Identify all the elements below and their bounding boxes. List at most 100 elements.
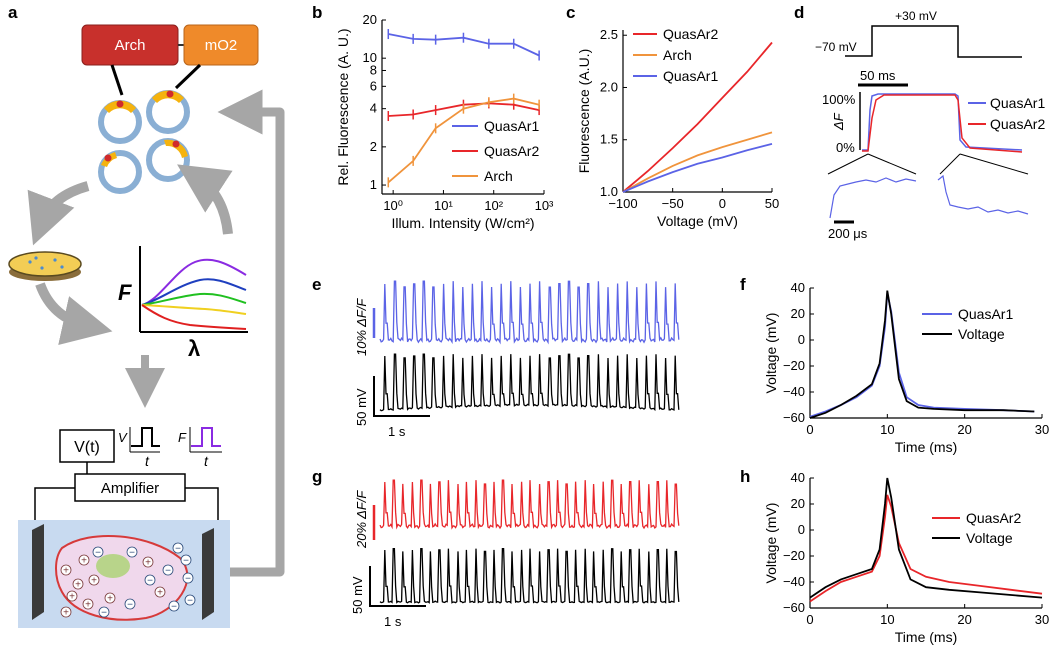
- y-tick-label-f: 20: [791, 306, 805, 321]
- y-tick-label-c: 1.5: [600, 132, 618, 147]
- spectra-axis-lambda: λ: [188, 336, 200, 361]
- fluor-scale-label-e: 10% ΔF/F: [354, 298, 369, 356]
- panel-label-a: a: [8, 3, 18, 22]
- x-tick-label-f: 0: [806, 422, 813, 437]
- cation-marker: [82, 598, 94, 610]
- y-tick-label-b: 6: [370, 78, 377, 93]
- amplifier-box: [74, 473, 186, 502]
- voltage-time-scale-bar-e: [373, 376, 430, 417]
- cation-marker: [78, 554, 90, 566]
- vt-label: V(t): [74, 439, 100, 456]
- cation-sign: +: [91, 576, 97, 587]
- x-tick-label-h: 20: [957, 612, 971, 627]
- y-tick-label-h: 0: [798, 522, 805, 537]
- y-tick-label-b: 4: [370, 101, 377, 116]
- y-tick-label-h: 20: [791, 496, 805, 511]
- quasar1-rise-zoom: [829, 177, 917, 219]
- x-tick-label-b: 10²: [484, 198, 503, 213]
- holding-voltage-label: −70 mV: [815, 40, 857, 54]
- legend-entry-quasar2: QuasAr2: [966, 510, 1021, 526]
- quasar1-fluorescence-trace: [379, 280, 680, 345]
- series-line-c-arch: [622, 131, 773, 193]
- panel-d: −70 mV +30 mV 50 ms 100% 0% ΔF QuasAr1 Q…: [815, 9, 1045, 241]
- voltage-scale-label-e: 50 mV: [354, 388, 369, 426]
- cation-sign: +: [63, 608, 69, 619]
- electrode-icon: [32, 524, 214, 620]
- anion-marker: [172, 542, 184, 554]
- y-tick-label-f: −40: [783, 384, 805, 399]
- x-tick-label-b: 10¹: [434, 198, 453, 213]
- time-scale-us-label: 200 μs: [828, 226, 868, 241]
- cation-sign: +: [69, 592, 75, 603]
- fluor-scale-label-g: 20% ΔF/F: [354, 490, 369, 549]
- y-tick-label-c: 1.0: [600, 184, 618, 199]
- x-tick-label-b: 10³: [535, 198, 554, 213]
- amplifier-label: Amplifier: [101, 480, 159, 497]
- legend-entry-voltage: Voltage: [958, 326, 1005, 342]
- x-tick-label-c: −50: [662, 196, 684, 211]
- cation-marker: [72, 578, 84, 590]
- voltage-trace-g: [379, 548, 680, 604]
- y-axis-label-h: Voltage (mV): [763, 503, 779, 584]
- anion-sign: −: [129, 548, 135, 559]
- svg-text:V: V: [118, 430, 128, 445]
- y-top-label: 100%: [822, 92, 856, 107]
- panel-label-c: c: [566, 3, 575, 22]
- cation-marker: [88, 574, 100, 586]
- anion-sign: −: [171, 602, 177, 613]
- anion-sign: −: [183, 556, 189, 567]
- y-tick-label-f: 0: [798, 332, 805, 347]
- anion-sign: −: [165, 566, 171, 577]
- y-tick-label-h: −20: [783, 548, 805, 563]
- cation-marker: [154, 586, 166, 598]
- anion-marker: [184, 594, 196, 606]
- mo2-box-label: mO2: [205, 37, 238, 54]
- legend-entry-voltage: Voltage: [966, 530, 1013, 546]
- cation-sign: +: [81, 556, 87, 567]
- step-inset-voltage: V t: [118, 427, 160, 469]
- cation-marker: [60, 606, 72, 618]
- legend-entry-quasar2: QuasAr2: [663, 26, 718, 42]
- svg-text:t: t: [204, 453, 209, 469]
- panel-label-d: d: [794, 3, 804, 22]
- y-tick-label-c: 2.5: [600, 27, 618, 42]
- anion-marker: [98, 606, 110, 618]
- panel-label-h: h: [740, 467, 750, 486]
- panel-h-chart: 0 10 20 30 −60 −40 −20 0 20 40 Time (ms) Voltage (m…: [763, 470, 1049, 645]
- series-line-f-voltage: [809, 290, 1035, 419]
- x-axis-label-b: Illum. Intensity (W/cm²): [391, 215, 534, 231]
- y-tick-label-b: 2: [370, 139, 377, 154]
- arch-box-label: Arch: [115, 37, 146, 54]
- y-tick-label-h: 40: [791, 470, 805, 485]
- svg-text:t: t: [145, 453, 150, 469]
- voltage-scale-label-g: 50 mV: [350, 576, 365, 614]
- spectra-plot: F λ: [118, 246, 248, 361]
- anion-marker: [124, 598, 136, 610]
- cation-marker: [60, 564, 72, 576]
- cation-marker: [66, 590, 78, 602]
- y-tick-label-b: 1: [370, 177, 377, 192]
- time-scale-label-e: 1 s: [388, 424, 406, 439]
- x-tick-label-c: −100: [608, 196, 637, 211]
- anion-marker: [144, 574, 156, 586]
- y-axis-label-b: Rel. Fluorescence (A. U.): [335, 28, 351, 185]
- anion-sign: −: [185, 574, 191, 585]
- cation-sign: +: [107, 594, 113, 605]
- x-tick-label-h: 10: [880, 612, 894, 627]
- y-tick-label-h: −60: [783, 600, 805, 615]
- cation-sign: +: [85, 600, 91, 611]
- voltage-trace-e: [379, 353, 680, 412]
- quasar1-step-response: [862, 93, 1023, 151]
- legend-entry-arch: Arch: [484, 168, 513, 184]
- y-axis-label-f: Voltage (mV): [763, 313, 779, 394]
- anion-sign: −: [187, 596, 193, 607]
- x-tick-label-h: 30: [1035, 612, 1049, 627]
- panel-a: Arch mO2: [8, 24, 285, 628]
- legend-entry-arch: Arch: [663, 47, 692, 63]
- anion-marker: [180, 554, 192, 566]
- cycle-arrow-icon: [27, 89, 285, 577]
- series-line-c-quasar2: [622, 41, 773, 193]
- legend-entry-quasar2: QuasAr2: [484, 143, 539, 159]
- ion-markers: ++++++++++− −−−−−−−−−−: [60, 542, 196, 619]
- x-axis-label-c: Voltage (mV): [657, 213, 738, 229]
